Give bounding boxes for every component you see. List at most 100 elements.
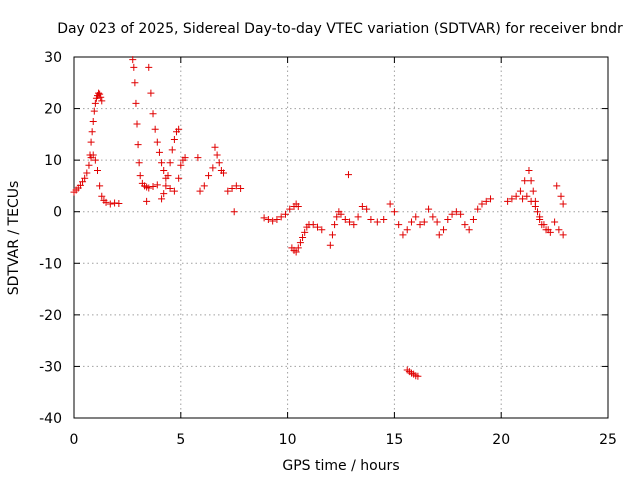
- data-point: [181, 154, 189, 162]
- x-tick-labels: 0 5 10 15 20 25: [70, 432, 617, 448]
- data-point: [296, 239, 304, 247]
- chart-title: Day 023 of 2025, Sidereal Day-to-day VTE…: [57, 21, 623, 37]
- data-point: [380, 215, 388, 223]
- data-point: [452, 208, 460, 216]
- data-point: [170, 187, 178, 195]
- data-point: [211, 143, 219, 151]
- data-point: [153, 181, 161, 189]
- data-point: [559, 231, 567, 239]
- data-point: [527, 197, 535, 205]
- data-point: [134, 141, 142, 149]
- x-tick-label: 15: [385, 432, 403, 448]
- data-point: [407, 218, 415, 226]
- data-point: [331, 221, 339, 229]
- y-tick-label: 0: [53, 205, 62, 221]
- y-axis-label: SDTVAR / TECUs: [6, 181, 22, 296]
- data-point: [358, 203, 366, 211]
- data-point: [111, 199, 119, 207]
- data-point: [294, 203, 302, 211]
- data-point: [90, 107, 98, 115]
- data-point: [91, 156, 99, 164]
- data-point: [85, 161, 93, 169]
- data-point: [135, 159, 143, 167]
- data-point: [273, 215, 281, 223]
- data-point: [98, 192, 106, 200]
- data-point: [129, 56, 137, 64]
- data-point: [145, 63, 153, 71]
- data-point: [346, 218, 354, 226]
- data-point: [151, 125, 159, 133]
- data-point: [213, 151, 221, 159]
- data-point: [160, 166, 168, 174]
- y-tick-label: 20: [44, 102, 62, 118]
- data-point: [523, 192, 531, 200]
- data-point: [390, 208, 398, 216]
- data-point: [416, 221, 424, 229]
- data-point: [133, 120, 141, 128]
- data-point: [540, 221, 548, 229]
- data-point: [89, 151, 97, 159]
- data-point: [326, 241, 334, 249]
- data-point: [301, 228, 309, 236]
- data-point: [83, 169, 91, 177]
- data-point: [403, 226, 411, 234]
- data-point: [209, 164, 217, 172]
- data-point: [551, 218, 559, 226]
- data-point: [444, 215, 452, 223]
- y-tick-label: -20: [39, 308, 62, 324]
- data-point: [166, 159, 174, 167]
- data-point: [175, 125, 183, 133]
- data-point: [516, 187, 524, 195]
- data-point: [96, 182, 104, 190]
- data-point: [363, 205, 371, 213]
- data-point: [96, 90, 104, 98]
- data-point: [414, 372, 422, 380]
- data-point: [264, 215, 272, 223]
- data-point: [88, 128, 96, 136]
- data-point: [519, 195, 527, 203]
- grid-lines: [74, 57, 608, 418]
- data-point: [508, 195, 516, 203]
- data-point: [399, 231, 407, 239]
- y-tick-label: -30: [39, 359, 62, 375]
- data-point: [521, 177, 529, 185]
- data-point: [177, 161, 185, 169]
- data-point: [440, 226, 448, 234]
- data-point: [81, 174, 89, 182]
- x-tick-label: 20: [492, 432, 510, 448]
- data-point: [149, 110, 157, 118]
- data-point: [425, 205, 433, 213]
- data-point: [194, 154, 202, 162]
- x-tick-label: 10: [279, 432, 297, 448]
- data-point: [294, 244, 302, 252]
- data-point: [469, 215, 477, 223]
- data-point: [344, 171, 352, 179]
- data-point: [215, 159, 223, 167]
- data-point: [555, 226, 563, 234]
- data-point: [433, 218, 441, 226]
- data-point: [482, 197, 490, 205]
- data-point: [145, 184, 153, 192]
- y-tick-label: -10: [39, 256, 62, 272]
- x-axis-label: GPS time / hours: [282, 458, 399, 474]
- data-point: [76, 181, 84, 189]
- data-point: [170, 136, 178, 144]
- data-point: [461, 221, 469, 229]
- data-point: [465, 226, 473, 234]
- axis-ticks: [73, 56, 609, 419]
- data-point: [354, 213, 362, 221]
- data-point: [292, 248, 300, 256]
- data-point: [281, 210, 289, 218]
- data-point: [341, 215, 349, 223]
- data-point: [557, 192, 565, 200]
- data-point: [536, 213, 544, 221]
- data-point: [115, 199, 123, 207]
- data-point: [230, 208, 238, 216]
- data-point: [147, 89, 155, 97]
- data-point: [534, 208, 542, 216]
- data-point: [166, 185, 174, 193]
- y-tick-label: -40: [39, 411, 62, 427]
- data-point: [232, 182, 240, 190]
- data-point: [350, 221, 358, 229]
